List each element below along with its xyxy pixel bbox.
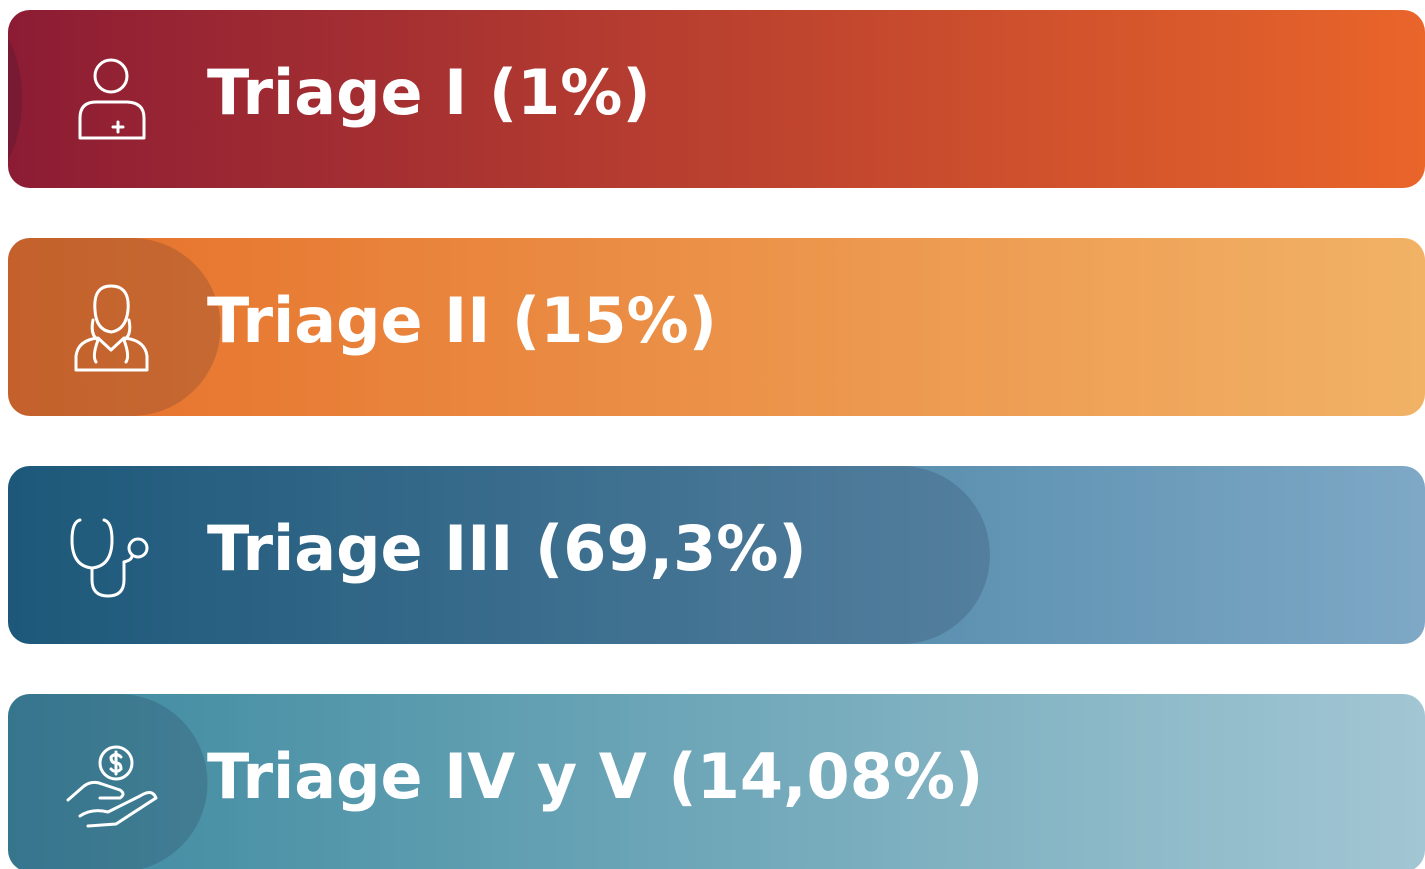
- bar-label: Triage I (1%): [207, 56, 651, 129]
- category-label: Triage II: [207, 284, 490, 357]
- bar-track: [8, 694, 1425, 869]
- icon-nurse: [74, 284, 149, 372]
- bar-label: Triage III (69,3%): [207, 512, 807, 585]
- bar-fill: [8, 694, 208, 869]
- bar-track: [8, 10, 1425, 188]
- bars: Triage I (1%) Triage II (15%) Triage III (…: [8, 10, 1425, 869]
- category-label: Triage III: [207, 512, 513, 585]
- bar-label: Triage IV y V (14,08%): [207, 740, 983, 813]
- icon-stethoscope: [70, 518, 149, 598]
- bar-track: [8, 466, 1425, 644]
- bar-fill: [8, 238, 221, 416]
- value-label: (15%): [512, 284, 717, 357]
- bar-track: [8, 238, 1425, 416]
- icon-money-hand: [66, 745, 158, 828]
- category-label: Triage IV y V: [207, 740, 647, 813]
- icon-doctor: [78, 58, 146, 140]
- category-label: Triage I: [207, 56, 467, 129]
- bar-label: Triage II (15%): [207, 284, 717, 357]
- value-label: (69,3%): [535, 512, 807, 585]
- value-label: (14,08%): [668, 740, 983, 813]
- value-label: (1%): [489, 56, 651, 129]
- bar-fill: [8, 466, 990, 644]
